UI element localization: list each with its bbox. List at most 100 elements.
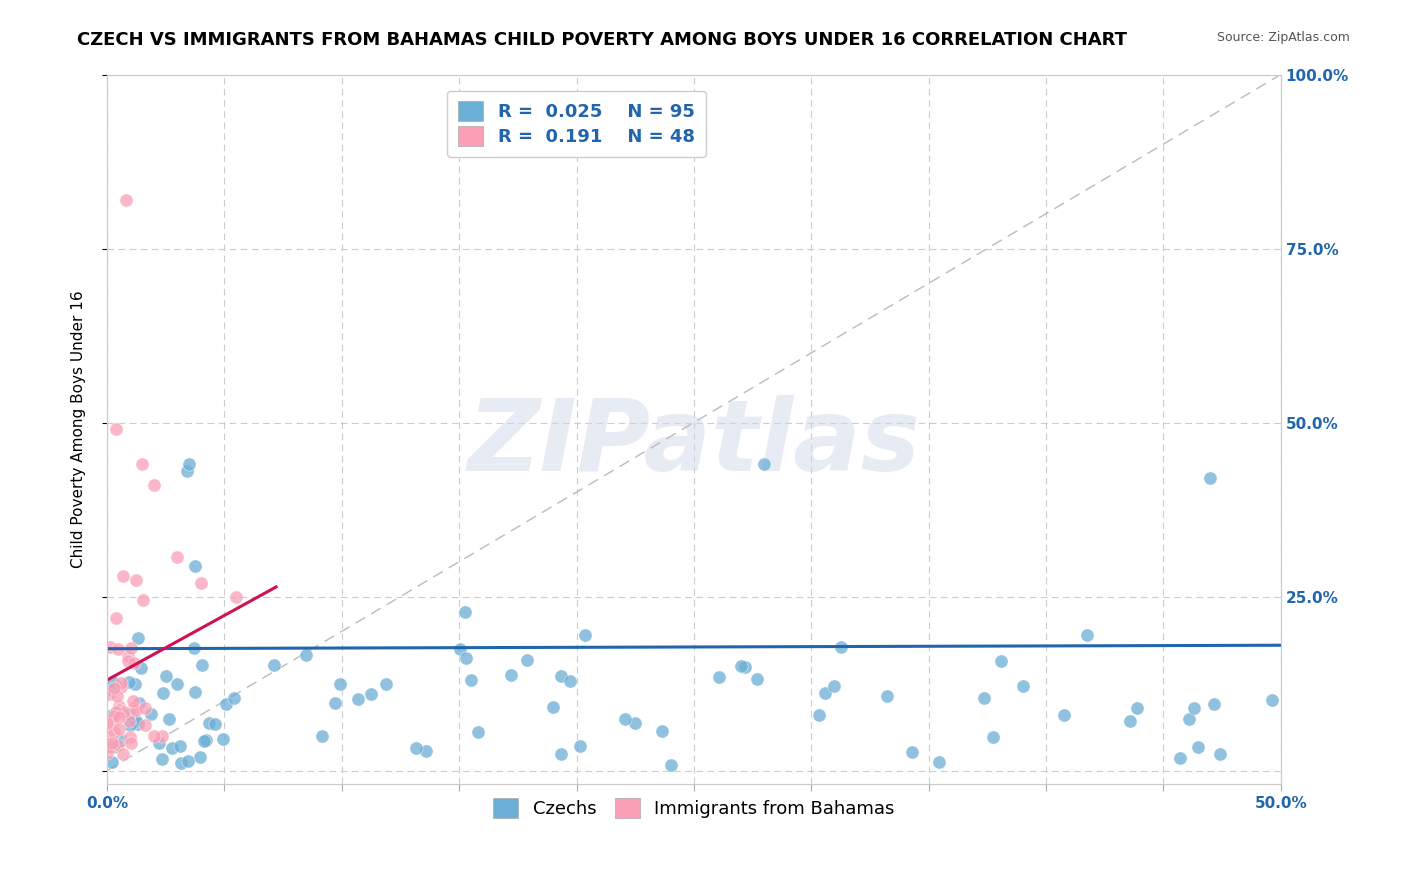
Point [166, 677, 188, 691]
Point [516, 653, 538, 667]
Point [1187, 739, 1209, 754]
Point [105, 706, 128, 720]
Point [150, 752, 173, 766]
Point [117, 648, 139, 663]
Y-axis label: Child Poverty Among Boys Under 16: Child Poverty Among Boys Under 16 [72, 291, 86, 568]
Point [204, 717, 226, 731]
Point [876, 690, 898, 704]
Point [110, 676, 132, 690]
Point [96, 746, 118, 760]
Point [263, 657, 285, 672]
Point [139, 706, 162, 721]
Point [166, 549, 188, 564]
Point [155, 668, 177, 682]
Point [405, 740, 427, 755]
Point [160, 741, 183, 756]
Point [1199, 471, 1222, 485]
Point [103, 709, 125, 723]
Point [501, 668, 523, 682]
Point [212, 731, 235, 746]
Point [100, 708, 122, 723]
Point [183, 640, 205, 655]
Point [449, 641, 471, 656]
Point [157, 712, 180, 726]
Point [1053, 707, 1076, 722]
Point [105, 689, 128, 703]
Point [624, 715, 647, 730]
Point [124, 657, 146, 671]
Point [347, 691, 370, 706]
Point [375, 677, 398, 691]
Point [118, 707, 141, 722]
Point [1182, 700, 1205, 714]
Point [194, 732, 217, 747]
Point [129, 661, 152, 675]
Point [143, 478, 166, 492]
Point [107, 738, 129, 752]
Legend: Czechs, Immigrants from Bahamas: Czechs, Immigrants from Bahamas [486, 791, 901, 825]
Point [125, 714, 148, 728]
Point [651, 724, 673, 739]
Point [177, 754, 200, 768]
Point [96, 716, 118, 731]
Point [225, 590, 247, 604]
Point [127, 631, 149, 645]
Point [150, 729, 173, 743]
Text: ZIPatlas: ZIPatlas [467, 395, 921, 492]
Point [125, 703, 148, 717]
Point [754, 457, 776, 471]
Point [103, 681, 125, 696]
Point [1012, 680, 1035, 694]
Point [101, 740, 124, 755]
Point [107, 702, 129, 716]
Point [120, 718, 142, 732]
Point [198, 715, 221, 730]
Point [1126, 700, 1149, 714]
Point [118, 674, 141, 689]
Point [148, 736, 170, 750]
Point [190, 575, 212, 590]
Point [215, 697, 238, 711]
Point [224, 691, 246, 706]
Point [550, 747, 572, 761]
Text: CZECH VS IMMIGRANTS FROM BAHAMAS CHILD POVERTY AMONG BOYS UNDER 16 CORRELATION C: CZECH VS IMMIGRANTS FROM BAHAMAS CHILD P… [77, 31, 1128, 49]
Point [550, 669, 572, 683]
Point [120, 736, 142, 750]
Point [128, 697, 150, 711]
Point [1119, 714, 1142, 729]
Point [183, 684, 205, 698]
Point [104, 611, 127, 625]
Point [176, 464, 198, 478]
Point [98, 640, 121, 654]
Point [990, 654, 1012, 668]
Point [188, 750, 211, 764]
Point [108, 710, 131, 724]
Point [110, 733, 132, 747]
Point [114, 705, 136, 719]
Point [115, 193, 138, 207]
Point [659, 757, 682, 772]
Point [107, 642, 129, 657]
Point [543, 700, 565, 714]
Point [121, 694, 143, 708]
Text: Source: ZipAtlas.com: Source: ZipAtlas.com [1216, 31, 1350, 45]
Point [97, 687, 120, 701]
Point [928, 755, 950, 769]
Point [456, 651, 478, 665]
Point [105, 422, 128, 436]
Point [108, 722, 131, 736]
Point [170, 756, 193, 770]
Point [125, 573, 148, 587]
Point [415, 744, 437, 758]
Point [830, 640, 852, 654]
Point [734, 659, 756, 673]
Point [323, 696, 346, 710]
Point [100, 683, 122, 698]
Point [311, 729, 333, 743]
Point [467, 724, 489, 739]
Point [560, 673, 582, 688]
Point [900, 745, 922, 759]
Point [1261, 693, 1284, 707]
Point [110, 681, 132, 695]
Point [1202, 698, 1225, 712]
